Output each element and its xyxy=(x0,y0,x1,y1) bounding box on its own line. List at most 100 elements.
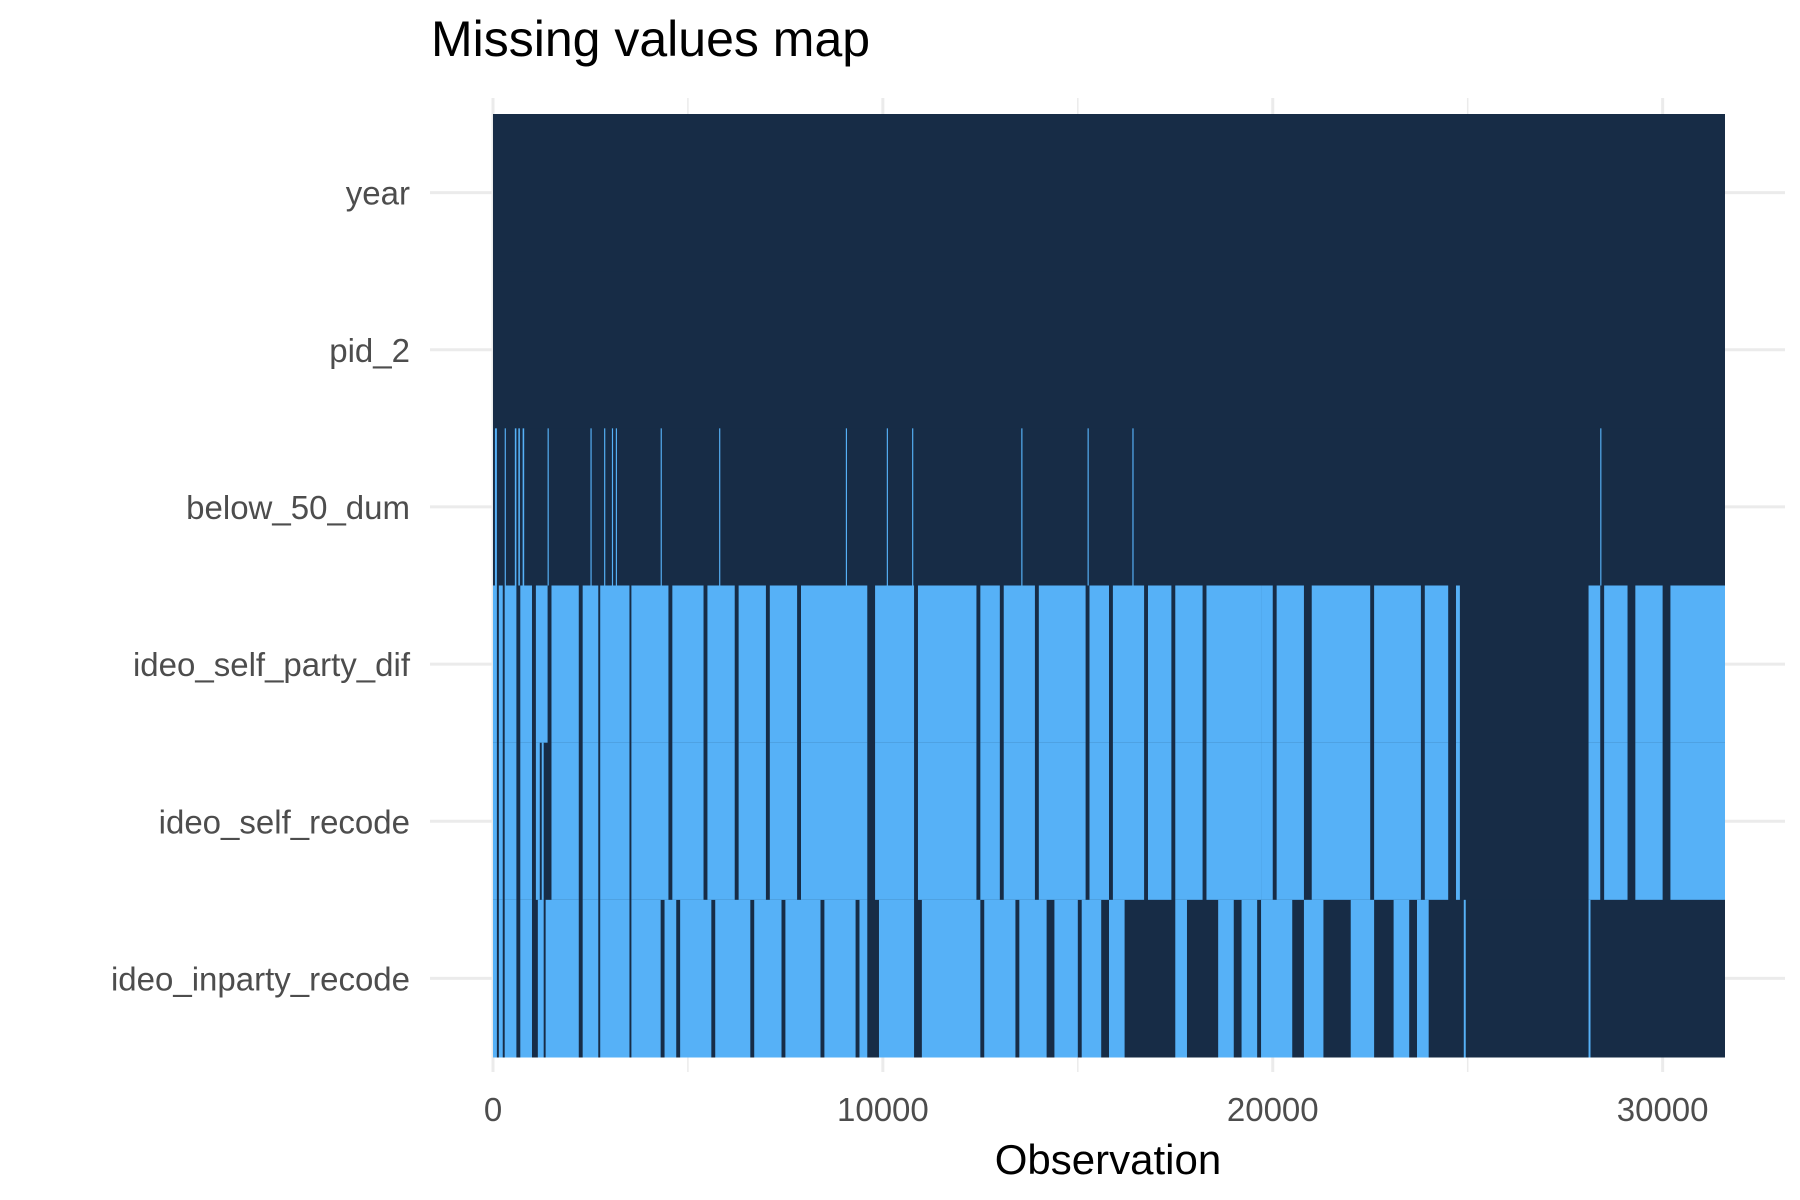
y-tick-label-pid_2: pid_2 xyxy=(329,332,410,369)
missing-stripe-ideo_self_party_dif-3 xyxy=(520,585,532,744)
row-present-below_50_dum xyxy=(493,428,1725,586)
missing-stripe-ideo_self_party_dif-25 xyxy=(1276,585,1304,744)
chart-title: Missing values map xyxy=(431,11,871,67)
missing-stripe-below_50_dum-13 xyxy=(886,428,888,586)
missing-stripe-ideo_inparty_recode-17 xyxy=(921,899,981,1058)
missing-stripe-ideo_self_party_dif-28 xyxy=(1424,585,1449,744)
missing-stripe-below_50_dum-7 xyxy=(604,428,606,586)
y-tick-label-ideo_self_party_dif: ideo_self_party_dif xyxy=(133,646,411,683)
missing-stripe-ideo_self_recode-17 xyxy=(980,742,1000,901)
missing-stripe-ideo_self_recode-5 xyxy=(541,742,544,901)
missing-stripe-ideo_inparty_recode-23 xyxy=(1175,899,1187,1058)
missing-stripe-ideo_self_recode-27 xyxy=(1311,742,1371,901)
missing-stripe-ideo_self_recode-20 xyxy=(1089,742,1109,901)
missing-stripe-below_50_dum-12 xyxy=(845,428,848,586)
missing-stripe-ideo_inparty_recode-19 xyxy=(1019,899,1047,1058)
missing-stripe-ideo_self_recode-0 xyxy=(493,742,497,901)
missing-stripe-ideo_inparty_recode-12 xyxy=(754,899,782,1058)
missing-stripe-ideo_inparty_recode-31 xyxy=(1463,899,1466,1058)
missing-stripe-ideo_self_recode-11 xyxy=(707,742,735,901)
missing-stripe-ideo_self_recode-23 xyxy=(1175,742,1203,901)
missing-stripe-ideo_self_party_dif-31 xyxy=(1604,585,1628,744)
missing-stripe-below_50_dum-0 xyxy=(494,428,497,586)
missing-stripe-ideo_self_party_dif-22 xyxy=(1175,585,1203,744)
missing-stripe-ideo_self_party_dif-11 xyxy=(738,585,766,744)
missing-stripe-below_50_dum-2 xyxy=(514,428,517,586)
missing-stripe-ideo_self_party_dif-8 xyxy=(631,585,669,744)
x-tick-label-0: 0 xyxy=(484,1091,502,1128)
missing-stripe-ideo_self_recode-33 xyxy=(1635,742,1663,901)
missing-stripe-below_50_dum-10 xyxy=(660,428,662,586)
missing-stripe-ideo_self_recode-22 xyxy=(1147,742,1172,901)
missing-stripe-ideo_self_recode-8 xyxy=(600,742,630,901)
missing-stripe-below_50_dum-1 xyxy=(504,428,506,586)
missing-stripe-ideo_self_recode-16 xyxy=(917,742,977,901)
missing-stripe-ideo_self_party_dif-18 xyxy=(1038,585,1086,744)
missing-stripe-ideo_self_recode-30 xyxy=(1455,742,1460,901)
missing-stripe-below_50_dum-16 xyxy=(1087,428,1089,586)
missing-stripe-ideo_inparty_recode-5 xyxy=(545,899,579,1058)
y-tick-label-year: year xyxy=(346,175,410,212)
missing-stripe-ideo_self_party_dif-10 xyxy=(707,585,735,744)
y-tick-label-ideo_inparty_recode: ideo_inparty_recode xyxy=(111,960,410,997)
missing-stripe-ideo_self_recode-25 xyxy=(1261,742,1273,901)
missing-stripe-ideo_self_recode-26 xyxy=(1276,742,1304,901)
missing-stripe-ideo_self_recode-7 xyxy=(582,742,599,901)
missing-stripe-ideo_self_recode-29 xyxy=(1424,742,1449,901)
row-present-pid_2 xyxy=(493,271,1725,429)
missing-stripe-ideo_self_party_dif-16 xyxy=(980,585,1000,744)
missing-stripe-ideo_self_party_dif-12 xyxy=(769,585,798,744)
missing-stripe-ideo_inparty_recode-6 xyxy=(582,899,599,1058)
missing-stripe-ideo_self_recode-34 xyxy=(1670,742,1725,901)
missing-stripe-ideo_self_party_dif-26 xyxy=(1311,585,1371,744)
missing-stripe-ideo_self_party_dif-32 xyxy=(1635,585,1663,744)
missing-stripe-ideo_self_recode-1 xyxy=(498,742,503,901)
missing-stripe-ideo_self_recode-2 xyxy=(504,742,517,901)
x-tick-label-10000: 10000 xyxy=(837,1091,929,1128)
missing-stripe-below_50_dum-14 xyxy=(912,428,914,586)
missing-stripe-ideo_self_recode-31 xyxy=(1588,742,1601,901)
missing-stripe-ideo_self_party_dif-29 xyxy=(1455,585,1460,744)
missing-stripe-ideo_self_party_dif-7 xyxy=(600,585,630,744)
missing-stripe-ideo_inparty_recode-10 xyxy=(680,899,712,1058)
missing-stripe-ideo_self_recode-28 xyxy=(1374,742,1421,901)
missing-stripe-ideo_self_party_dif-19 xyxy=(1089,585,1109,744)
y-tick-label-below_50_dum: below_50_dum xyxy=(186,489,410,526)
missing-stripe-ideo_inparty_recode-9 xyxy=(664,899,677,1058)
missing-stripe-ideo_self_recode-24 xyxy=(1206,742,1262,901)
missing-stripe-ideo_self_recode-4 xyxy=(535,742,540,901)
missing-stripe-ideo_self_recode-15 xyxy=(875,742,915,901)
missing-stripe-ideo_inparty_recode-16 xyxy=(878,899,915,1058)
missing-stripe-ideo_self_party_dif-0 xyxy=(493,585,497,744)
missing-stripe-ideo_self_party_dif-15 xyxy=(917,585,977,744)
missing-stripe-ideo_inparty_recode-7 xyxy=(600,899,630,1058)
x-tick-label-20000: 20000 xyxy=(1227,1091,1319,1128)
missing-stripe-ideo_inparty_recode-29 xyxy=(1393,899,1410,1058)
missing-stripe-ideo_self_recode-18 xyxy=(1003,742,1035,901)
missing-stripe-ideo_inparty_recode-1 xyxy=(498,899,503,1058)
missing-stripe-ideo_self_party_dif-1 xyxy=(498,585,503,744)
missing-stripe-ideo_inparty_recode-22 xyxy=(1109,899,1125,1058)
missing-stripe-ideo_self_party_dif-30 xyxy=(1588,585,1601,744)
x-axis-labels: 0 10000 20000 30000 xyxy=(484,1091,1709,1128)
missing-stripe-ideo_inparty_recode-8 xyxy=(631,899,661,1058)
missing-stripe-below_50_dum-11 xyxy=(719,428,721,586)
missing-stripe-below_50_dum-3 xyxy=(518,428,520,586)
missing-stripe-ideo_self_recode-19 xyxy=(1038,742,1086,901)
x-tick-label-30000: 30000 xyxy=(1617,1091,1709,1128)
missing-stripe-ideo_inparty_recode-28 xyxy=(1350,899,1375,1058)
missing-stripe-ideo_inparty_recode-18 xyxy=(984,899,1016,1058)
missing-stripe-below_50_dum-9 xyxy=(615,428,617,586)
missing-stripe-ideo_inparty_recode-32 xyxy=(1588,899,1591,1058)
missing-stripe-below_50_dum-4 xyxy=(522,428,525,586)
missing-stripe-ideo_self_recode-32 xyxy=(1604,742,1628,901)
heatmap-tiles xyxy=(493,114,1725,1058)
row-present-year xyxy=(493,114,1725,272)
missing-stripe-ideo_self_recode-21 xyxy=(1112,742,1145,901)
missing-stripe-ideo_self_party_dif-23 xyxy=(1206,585,1262,744)
missing-stripe-ideo_self_party_dif-2 xyxy=(504,585,517,744)
y-tick-label-ideo_self_recode: ideo_self_recode xyxy=(159,803,410,840)
missing-stripe-ideo_self_party_dif-13 xyxy=(801,585,868,744)
missing-stripe-below_50_dum-8 xyxy=(611,428,614,586)
